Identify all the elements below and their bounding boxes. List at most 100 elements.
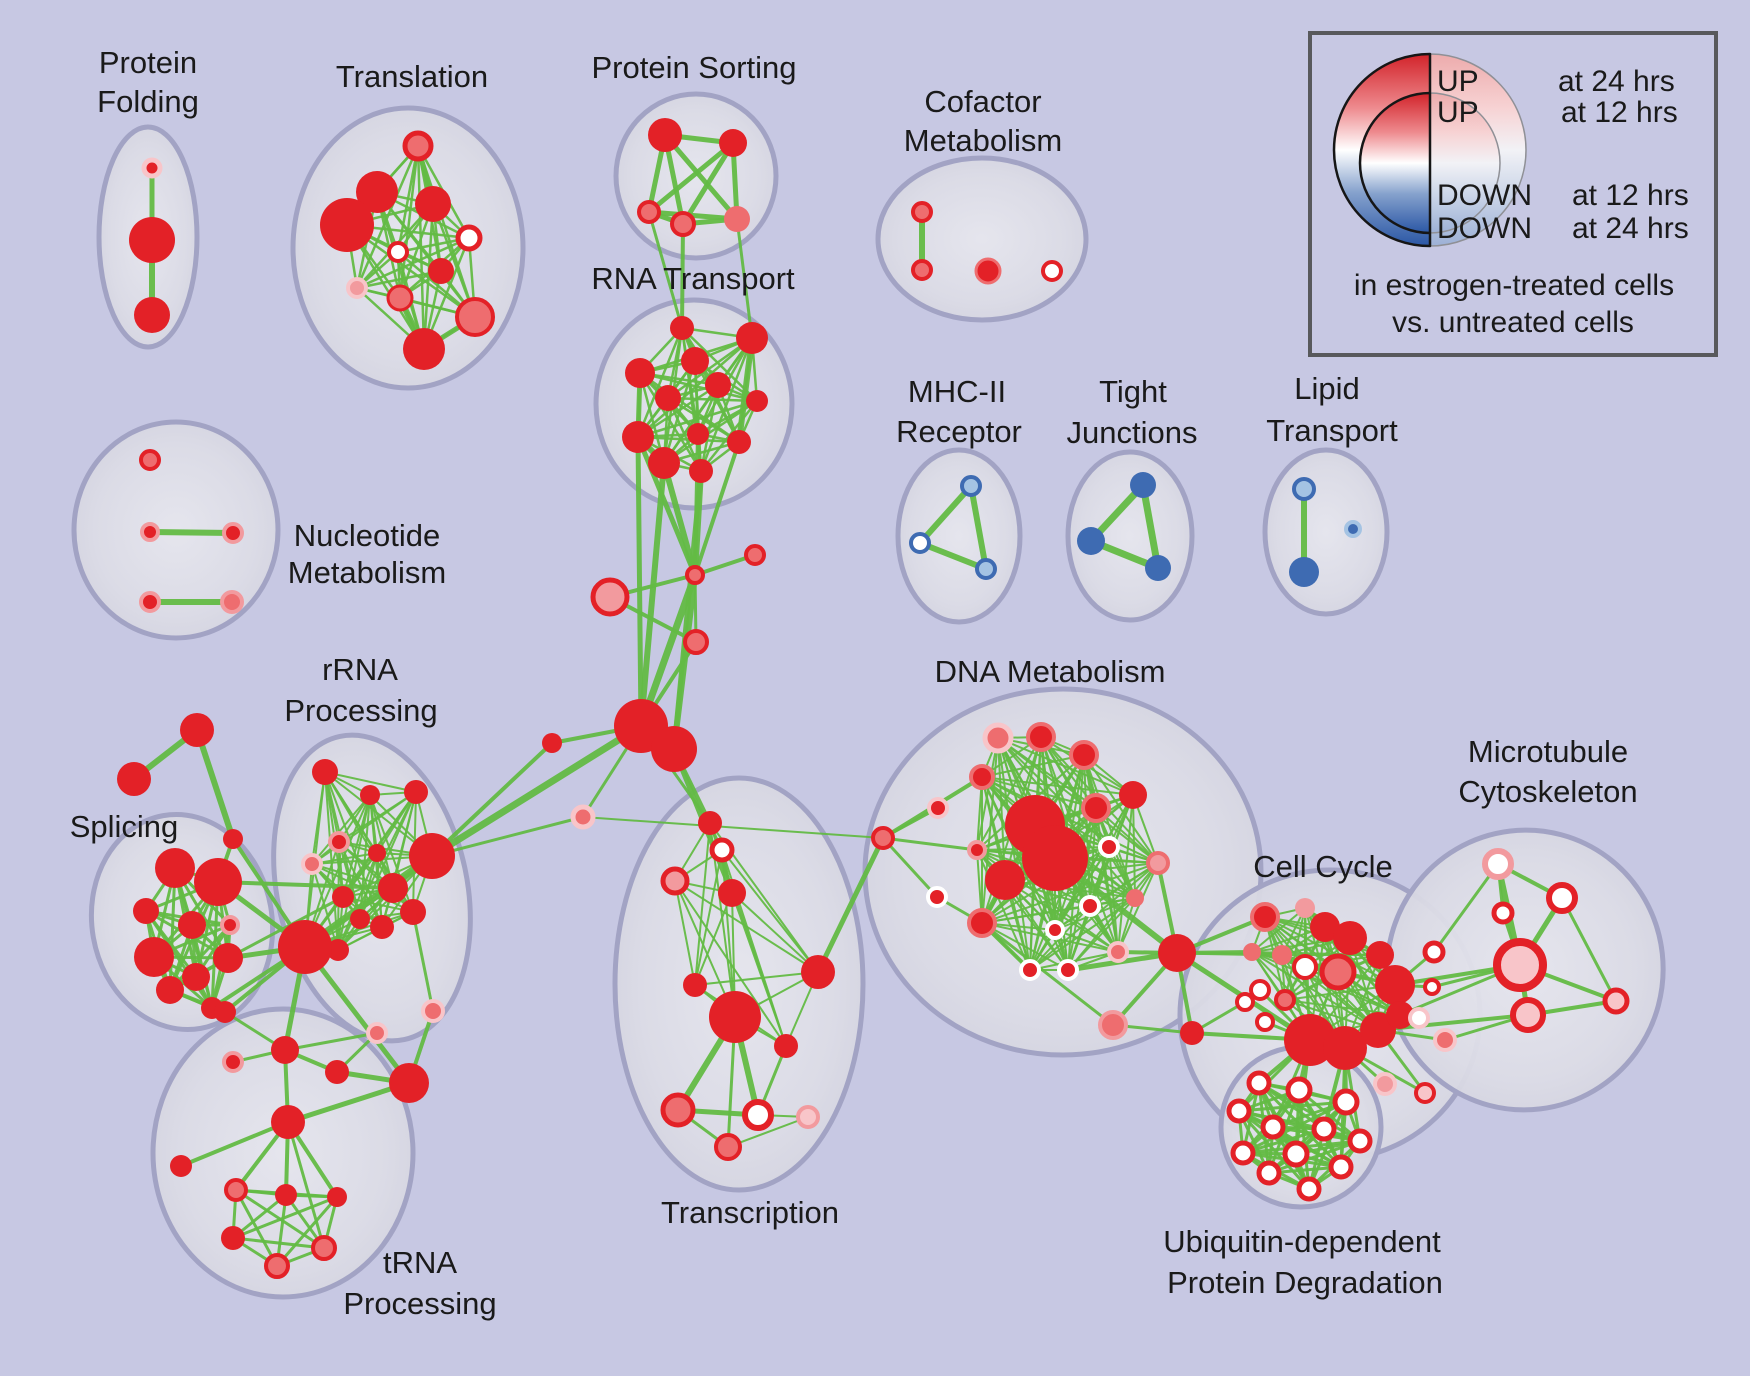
gene-node-g19[interactable] (366, 1022, 388, 1044)
gene-node-cc8[interactable] (1319, 953, 1357, 991)
gene-node-g8[interactable] (332, 886, 354, 908)
gene-node-ps2[interactable] (719, 129, 747, 157)
gene-node-d25[interactable] (1098, 1010, 1128, 1040)
gene-node-cc1[interactable] (1250, 902, 1280, 932)
gene-node-d20[interactable] (1107, 941, 1129, 963)
gene-node-tr1[interactable] (180, 713, 214, 747)
gene-node-g14[interactable] (214, 1001, 236, 1023)
gene-node-nm5[interactable] (220, 590, 244, 614)
gene-node-u1[interactable] (1246, 1070, 1272, 1096)
gene-node-tl10[interactable] (455, 297, 495, 337)
gene-node-p2[interactable] (194, 858, 242, 906)
gene-node-c8[interactable] (570, 804, 596, 830)
gene-node-d23[interactable] (1158, 934, 1196, 972)
gene-node-g20[interactable] (389, 1063, 429, 1103)
gene-node-cc6[interactable] (1272, 945, 1292, 965)
gene-node-h2[interactable] (170, 1155, 192, 1177)
gene-node-k3[interactable] (327, 1187, 347, 1207)
gene-node-tl8[interactable] (346, 277, 368, 299)
gene-node-nm2[interactable] (140, 522, 160, 542)
gene-node-r6[interactable] (655, 385, 681, 411)
gene-node-u11[interactable] (1328, 1154, 1354, 1180)
gene-node-u3[interactable] (1332, 1088, 1360, 1116)
gene-node-r11[interactable] (648, 447, 680, 479)
gene-node-u7[interactable] (1347, 1128, 1373, 1154)
gene-node-p3[interactable] (133, 898, 159, 924)
gene-node-d12[interactable] (1098, 836, 1120, 858)
gene-node-u5[interactable] (1260, 1114, 1286, 1140)
gene-node-tr2[interactable] (117, 762, 151, 796)
gene-node-u10[interactable] (1256, 1160, 1282, 1186)
gene-node-c4[interactable] (683, 629, 709, 655)
gene-node-cc23[interactable] (1373, 1072, 1397, 1096)
gene-node-cf3[interactable] (974, 257, 1002, 285)
gene-node-cc19[interactable] (1422, 940, 1446, 964)
gene-node-p8[interactable] (156, 976, 184, 1004)
gene-node-p6[interactable] (182, 963, 210, 991)
gene-node-x9[interactable] (660, 1092, 696, 1128)
gene-node-tl11[interactable] (403, 328, 445, 370)
gene-node-cc11[interactable] (1249, 979, 1271, 1001)
gene-node-cf2[interactable] (911, 259, 933, 281)
gene-node-x11[interactable] (796, 1105, 820, 1129)
gene-node-r10[interactable] (727, 430, 751, 454)
gene-node-d10[interactable] (967, 840, 987, 860)
gene-node-cc14[interactable] (1284, 1014, 1336, 1066)
gene-node-r1[interactable] (670, 316, 694, 340)
gene-node-d18[interactable] (1079, 895, 1101, 917)
gene-node-cc3[interactable] (1310, 912, 1340, 942)
gene-node-lp1[interactable] (1292, 477, 1316, 501)
gene-node-nm4[interactable] (139, 591, 161, 613)
gene-node-g2[interactable] (360, 785, 380, 805)
gene-node-g3[interactable] (404, 780, 428, 804)
gene-node-cc21[interactable] (1408, 1007, 1430, 1029)
gene-node-cc12[interactable] (1274, 989, 1296, 1011)
gene-node-ps5[interactable] (724, 206, 750, 232)
gene-node-c7[interactable] (542, 733, 562, 753)
gene-node-u9[interactable] (1282, 1140, 1310, 1168)
gene-node-d7[interactable] (1081, 793, 1111, 823)
gene-node-G[interactable] (278, 920, 332, 974)
gene-node-d16[interactable] (967, 908, 997, 938)
gene-node-pf2[interactable] (129, 217, 175, 263)
gene-node-tl5[interactable] (455, 224, 483, 252)
gene-node-tl1[interactable] (402, 130, 434, 162)
gene-node-tl6[interactable] (387, 241, 409, 263)
gene-node-d19[interactable] (1045, 920, 1065, 940)
gene-node-k6[interactable] (311, 1235, 337, 1261)
gene-node-g16[interactable] (222, 1051, 244, 1073)
gene-node-lp2[interactable] (1289, 557, 1319, 587)
gene-node-tj2[interactable] (1077, 527, 1105, 555)
gene-node-k2[interactable] (275, 1184, 297, 1206)
gene-node-cc18[interactable] (1386, 1001, 1414, 1029)
gene-node-x2[interactable] (709, 837, 735, 863)
gene-node-x6[interactable] (683, 973, 707, 997)
gene-node-x4[interactable] (718, 879, 746, 907)
gene-node-c1[interactable] (685, 565, 705, 585)
gene-node-tj1[interactable] (1130, 472, 1156, 498)
gene-node-k1[interactable] (224, 1178, 248, 1202)
gene-node-d3[interactable] (1069, 740, 1099, 770)
gene-node-d21[interactable] (1019, 959, 1041, 981)
gene-node-g7[interactable] (409, 833, 455, 879)
gene-node-m1[interactable] (1482, 848, 1514, 880)
gene-node-m3[interactable] (1491, 901, 1515, 925)
gene-node-m2[interactable] (1546, 882, 1578, 914)
gene-node-k4[interactable] (221, 1226, 245, 1250)
gene-node-tl7[interactable] (428, 258, 454, 284)
gene-node-lc[interactable] (871, 826, 895, 850)
gene-node-cf1[interactable] (911, 201, 933, 223)
gene-node-r8[interactable] (622, 421, 654, 453)
gene-node-r2[interactable] (736, 322, 768, 354)
gene-node-lp3[interactable] (1344, 520, 1362, 538)
gene-node-m6[interactable] (1602, 987, 1630, 1015)
gene-node-tl3[interactable] (415, 186, 451, 222)
gene-node-pf3[interactable] (134, 297, 170, 333)
gene-node-nm3[interactable] (222, 522, 244, 544)
gene-node-x5[interactable] (801, 955, 835, 989)
gene-node-d13[interactable] (985, 860, 1025, 900)
gene-node-g18[interactable] (421, 999, 445, 1023)
gene-node-x3[interactable] (660, 866, 690, 896)
gene-node-d14[interactable] (1146, 851, 1170, 875)
gene-node-g17[interactable] (325, 1060, 349, 1084)
